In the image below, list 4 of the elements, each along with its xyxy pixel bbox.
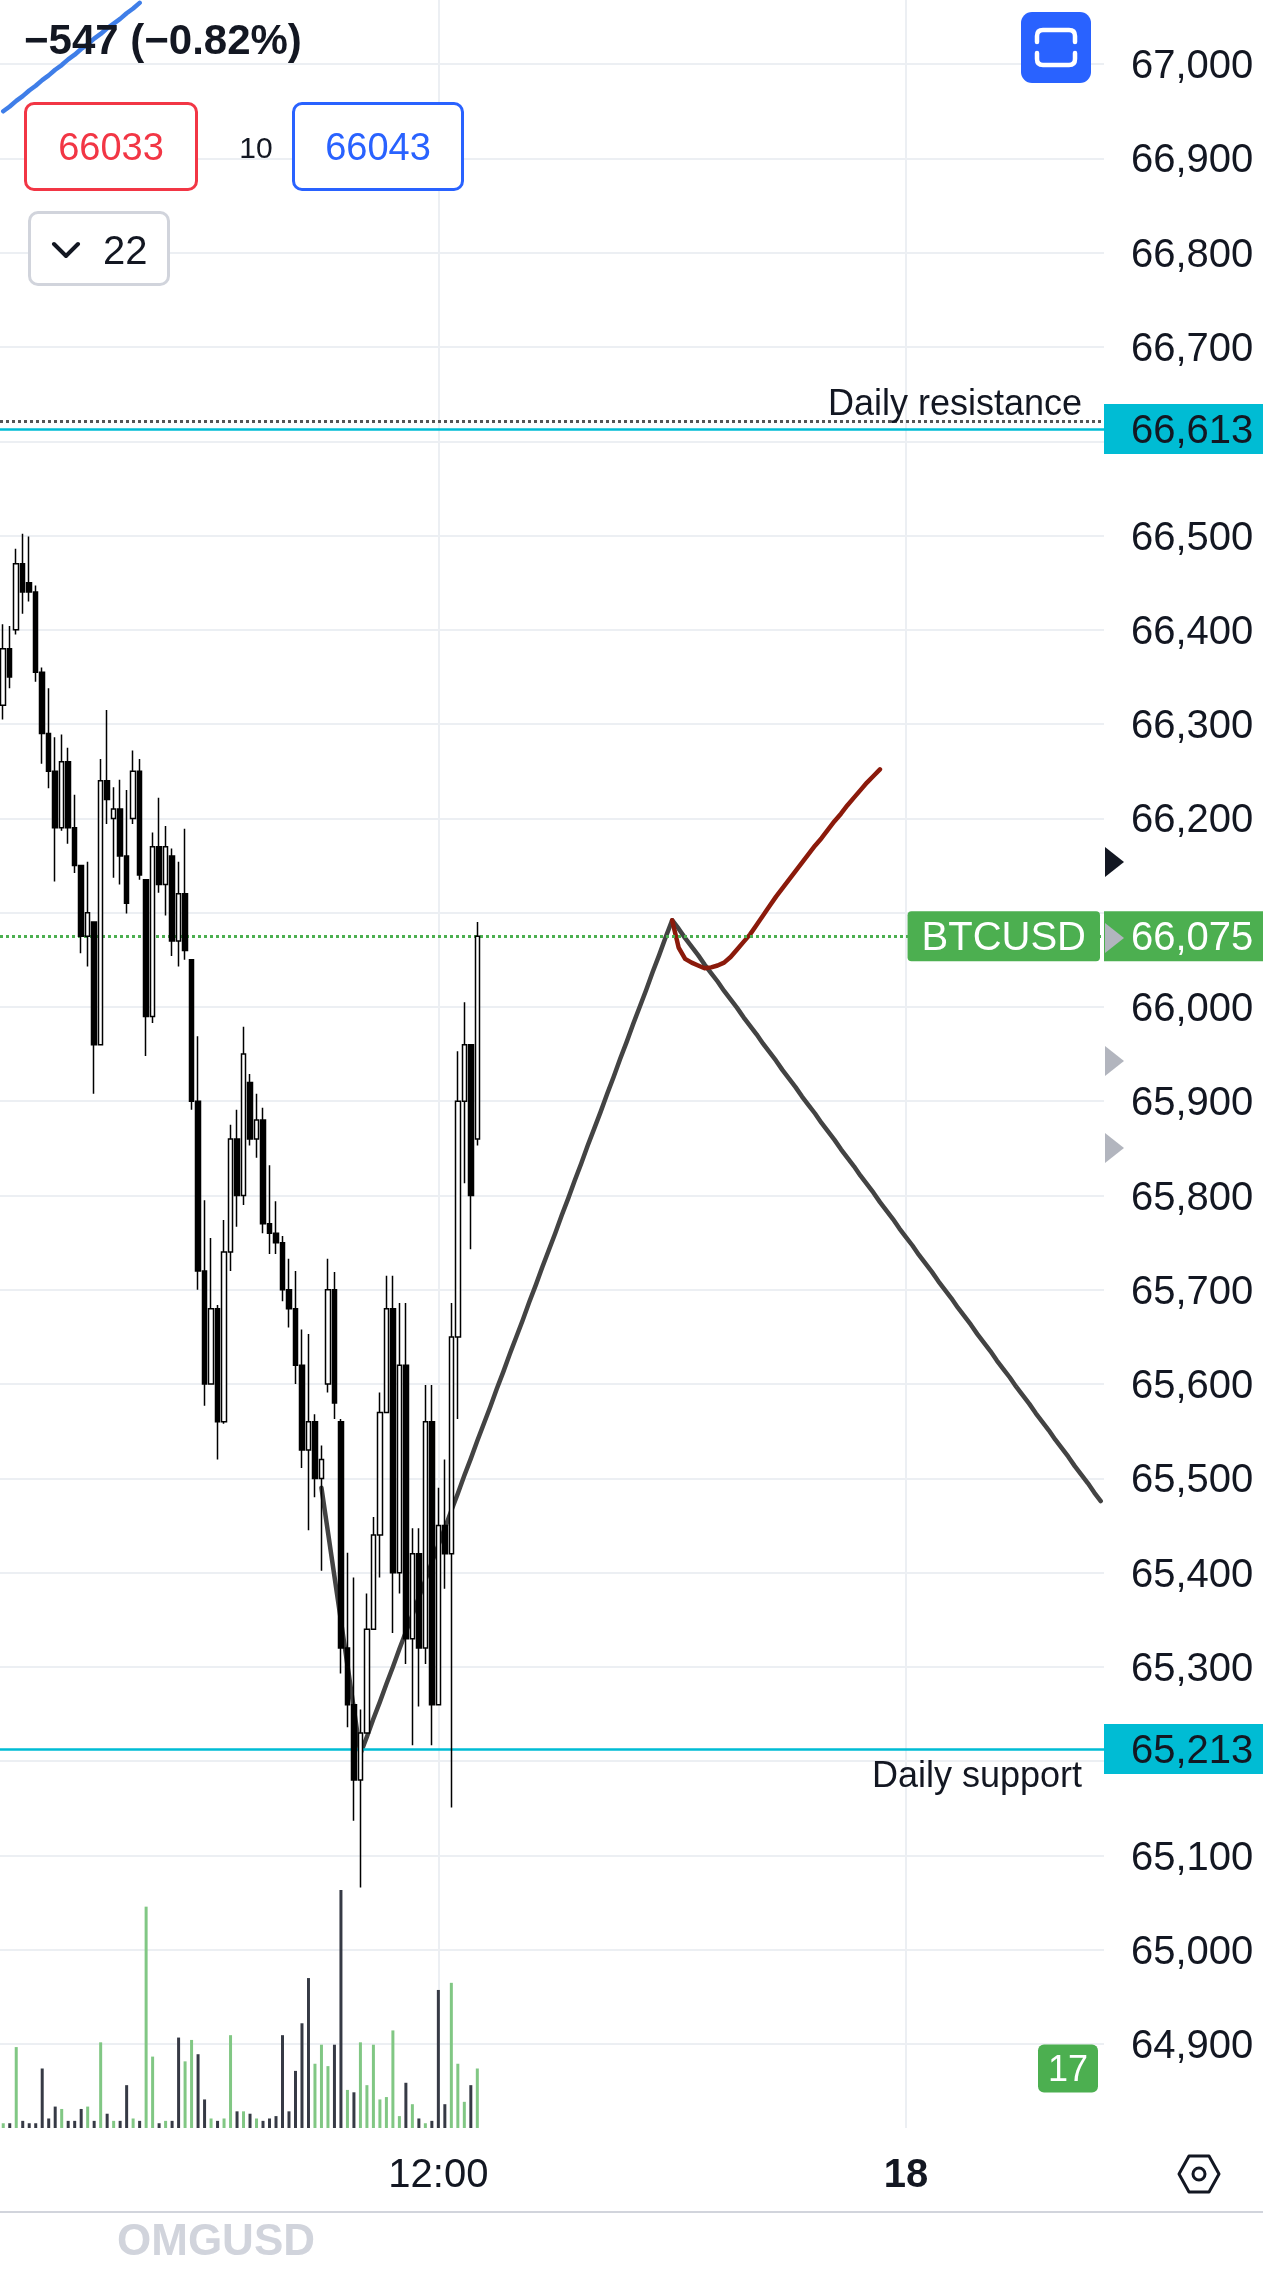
bar [14, 2047, 18, 2128]
bar [1, 2123, 5, 2128]
bar [8, 2123, 12, 2128]
bar [21, 2120, 25, 2128]
